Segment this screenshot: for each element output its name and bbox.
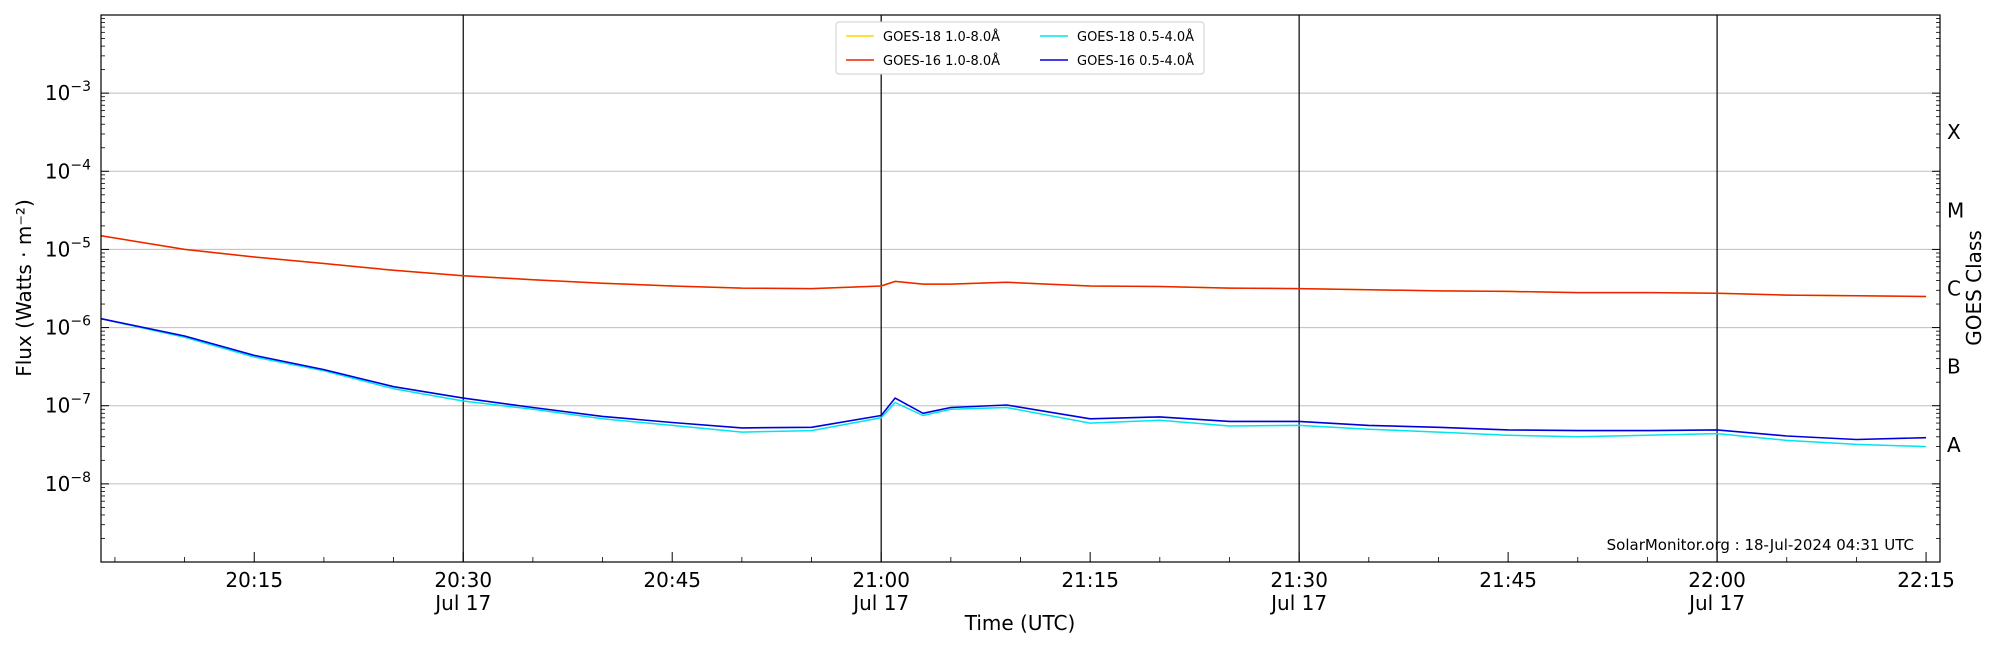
x-tick-label: 20:30 [434, 568, 492, 592]
x-tick-date-label: Jul 17 [851, 591, 909, 615]
goes-class-label: A [1947, 433, 1961, 457]
x-axis-label: Time (UTC) [964, 611, 1076, 635]
y-tick-label: 10−6 [45, 314, 91, 340]
credit-text: SolarMonitor.org : 18-Jul-2024 04:31 UTC [1607, 536, 1914, 554]
legend-label: GOES-16 1.0-8.0Å [883, 53, 1000, 69]
x-tick-label: 20:15 [225, 568, 283, 592]
legend-label: GOES-18 0.5-4.0Å [1077, 29, 1194, 45]
grid [101, 92, 1940, 485]
goes-class-label: X [1947, 120, 1961, 144]
y-tick-label: 10−8 [45, 470, 91, 496]
y-tick-label: 10−5 [45, 235, 91, 261]
goes-class-label: M [1947, 198, 1964, 222]
x-tick-label: 21:00 [852, 568, 910, 592]
legend-label: GOES-16 0.5-4.0Å [1077, 53, 1194, 69]
x-tick-label: 22:15 [1897, 568, 1955, 592]
x-tick-label: 21:30 [1270, 568, 1328, 592]
goes-class-label: B [1947, 355, 1961, 379]
goes-class-label: C [1947, 277, 1961, 301]
y-axis-ticks: 10−8 10−7 10−6 10−5 10−4 10−3 [45, 18, 1940, 539]
plot-frame [100, 14, 1941, 563]
y-tick-label: 10−7 [45, 392, 91, 418]
date-divider-lines [462, 15, 1718, 562]
series-line [100, 317, 1927, 441]
right-axis-label: GOES Class [1962, 230, 1986, 346]
x-tick-date-label: Jul 17 [433, 591, 491, 615]
series-line [100, 317, 1927, 448]
x-tick-date-label: Jul 17 [1687, 591, 1745, 615]
x-tick-label: 21:45 [1479, 568, 1537, 592]
series-line [100, 234, 1927, 298]
y-axis-label: Flux (Watts · m⁻²) [12, 199, 36, 377]
x-tick-label: 22:00 [1688, 568, 1746, 592]
y-tick-label: 10−3 [45, 79, 91, 105]
series-line [100, 234, 1927, 298]
x-tick-label: 21:15 [1061, 568, 1119, 592]
goes-class-labels: A B C M X [1947, 120, 1964, 457]
y-tick-label: 10−4 [45, 157, 91, 183]
series-lines [100, 234, 1927, 448]
legend: GOES-18 1.0-8.0Å GOES-16 1.0-8.0Å GOES-18 … [835, 21, 1205, 75]
x-tick-date-label: Jul 17 [1269, 591, 1327, 615]
legend-label: GOES-18 1.0-8.0Å [883, 29, 1000, 45]
x-tick-label: 20:45 [643, 568, 701, 592]
legend-frame [835, 21, 1205, 75]
